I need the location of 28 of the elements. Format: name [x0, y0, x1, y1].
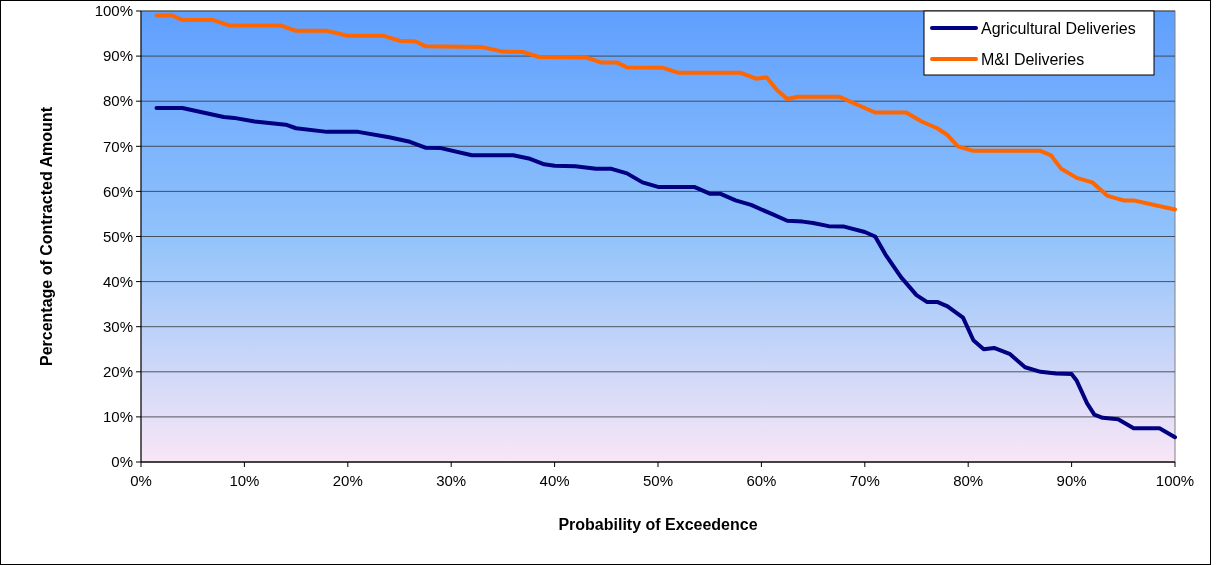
x-tick-label: 70%	[849, 472, 880, 489]
line-series	[154, 13, 1177, 212]
legend-label: M&I Deliveries	[981, 50, 1085, 68]
y-axis-title: Percentage of Contracted Amount	[38, 106, 55, 366]
x-tick-label: 50%	[642, 472, 674, 489]
x-tick-label: 20%	[332, 472, 363, 489]
line-series	[154, 105, 1177, 440]
x-tick-label: 30%	[436, 472, 467, 489]
y-tick-label: 0%	[111, 453, 133, 471]
y-tick-label: 10%	[102, 408, 133, 426]
legend-label: Agricultural Deliveries	[981, 19, 1136, 37]
y-tick-label: 50%	[102, 227, 133, 245]
x-axis-title: Probability of Exceedence	[558, 516, 758, 533]
x-tick-label: 0%	[130, 472, 152, 489]
y-tick-label: 70%	[102, 137, 133, 155]
y-tick-label: 20%	[102, 363, 133, 381]
x-tick-label: 80%	[953, 472, 984, 489]
x-tick-label: 100%	[1155, 472, 1195, 489]
y-tick-label: 60%	[102, 182, 133, 200]
y-tick-label: 90%	[102, 47, 133, 65]
y-tick-label: 100%	[94, 2, 133, 20]
y-tick-label: 40%	[102, 272, 133, 290]
x-tick-label: 90%	[1056, 472, 1087, 489]
y-tick-label: 30%	[102, 317, 133, 335]
y-tick-label: 80%	[102, 92, 133, 110]
x-tick-label: 60%	[746, 472, 777, 489]
x-tick-label: 40%	[539, 472, 570, 489]
x-tick-label: 10%	[229, 472, 260, 489]
